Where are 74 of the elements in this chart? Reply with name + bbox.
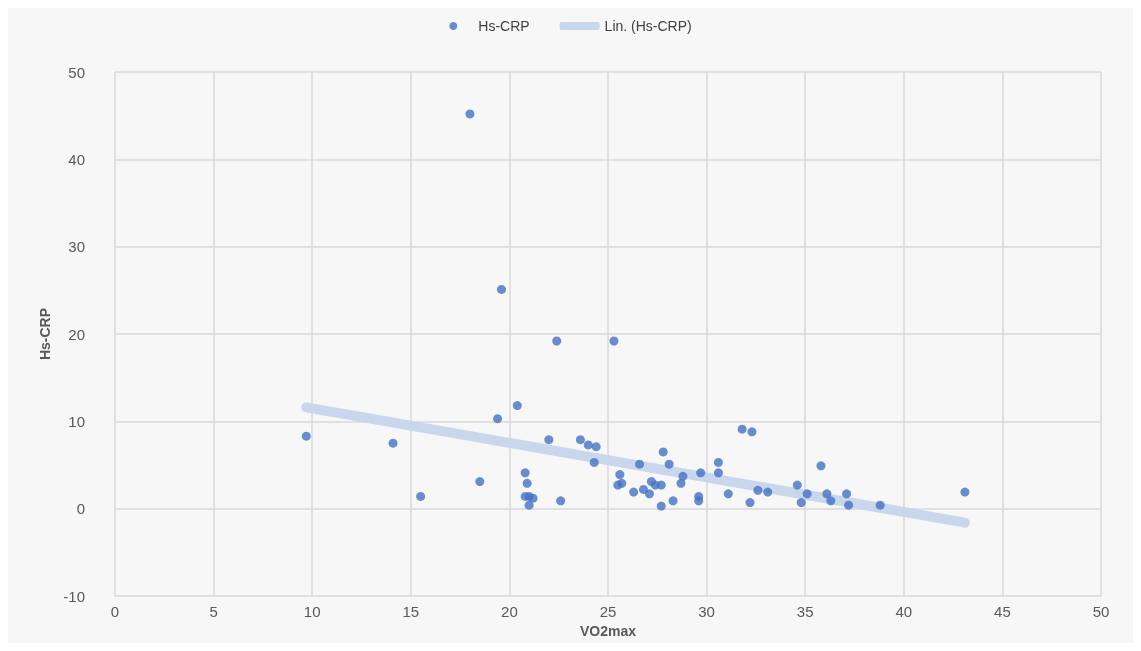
- point: [842, 489, 852, 499]
- x-tick-label: 5: [209, 603, 218, 620]
- point: [668, 496, 678, 506]
- point: [656, 480, 666, 490]
- point: [875, 500, 885, 510]
- point: [520, 468, 530, 478]
- point: [816, 461, 826, 471]
- x-tick-label: 35: [796, 603, 814, 620]
- point: [522, 478, 532, 488]
- point: [694, 496, 704, 506]
- point: [796, 498, 806, 508]
- point: [644, 489, 654, 499]
- x-tick-label: 40: [895, 603, 913, 620]
- legend-label: Hs-CRP: [478, 18, 530, 34]
- y-tick-label: 30: [68, 238, 85, 256]
- x-tick-label: 30: [698, 603, 715, 620]
- point: [524, 500, 534, 510]
- point: [544, 435, 554, 445]
- point: [615, 470, 625, 480]
- point: [664, 459, 674, 469]
- point: [745, 498, 755, 508]
- point: [763, 487, 773, 497]
- point: [960, 487, 970, 497]
- point: [656, 501, 666, 511]
- point: [713, 457, 723, 467]
- point: [583, 440, 593, 450]
- point: [528, 493, 538, 503]
- point: [802, 489, 812, 499]
- point: [826, 496, 836, 506]
- point: [575, 435, 585, 445]
- point: [493, 414, 503, 424]
- y-tick-label: -10: [63, 587, 85, 605]
- y-tick-label: 20: [68, 325, 85, 343]
- point: [591, 442, 601, 452]
- point: [753, 485, 763, 495]
- x-tick-label: 45: [994, 603, 1011, 620]
- point: [747, 427, 757, 437]
- point: [629, 487, 639, 497]
- x-tick-label: 10: [303, 603, 321, 620]
- point: [388, 438, 398, 448]
- y-tick-label: 50: [68, 63, 85, 81]
- y-axis-title: Hs-CRP: [37, 307, 54, 361]
- x-tick-label: 0: [110, 603, 120, 620]
- point: [465, 109, 475, 119]
- point: [512, 401, 522, 411]
- y-tick-label: 10: [68, 412, 85, 430]
- point: [552, 336, 562, 346]
- point: [556, 496, 566, 506]
- legend-label: Lin. (Hs-CRP): [604, 18, 692, 34]
- x-tick-label: 50: [1092, 603, 1110, 620]
- point: [844, 500, 854, 510]
- point: [475, 477, 485, 487]
- x-tick-label: 20: [501, 603, 518, 620]
- point: [301, 431, 311, 441]
- point: [792, 480, 802, 490]
- point: [658, 447, 668, 457]
- y-tick-label: 40: [68, 150, 85, 168]
- point: [617, 478, 627, 488]
- y-tick-label: 0: [76, 500, 85, 518]
- point: [635, 459, 645, 469]
- point: [678, 471, 688, 481]
- point: [696, 468, 706, 478]
- point: [639, 484, 648, 494]
- point: [609, 336, 619, 346]
- point: [737, 424, 747, 434]
- point: [416, 491, 426, 501]
- x-tick-label: 25: [599, 603, 617, 620]
- point: [723, 489, 733, 499]
- x-tick-label: 15: [402, 603, 420, 620]
- point: [713, 468, 723, 478]
- point: [822, 489, 832, 499]
- x-axis-title: VO2max: [579, 623, 637, 639]
- point: [497, 284, 507, 294]
- point: [589, 457, 599, 467]
